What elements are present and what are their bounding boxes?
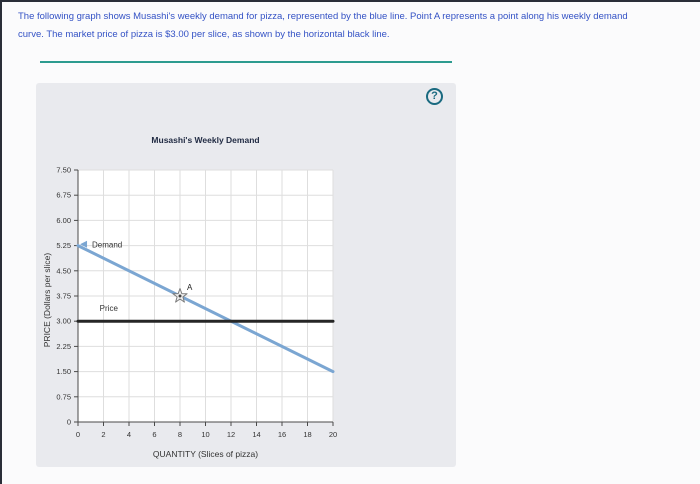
x-tick-label: 10 <box>201 430 209 439</box>
x-tick-label: 12 <box>227 430 235 439</box>
help-icon[interactable]: ? <box>426 88 443 105</box>
x-tick-label: 8 <box>178 430 182 439</box>
y-tick-label: 5.25 <box>56 241 71 250</box>
x-tick-label: 4 <box>127 430 131 439</box>
price-label: Price <box>100 304 119 313</box>
y-tick-label: 0 <box>67 418 71 427</box>
window-top-edge <box>0 0 700 2</box>
x-tick-label: 6 <box>152 430 156 439</box>
y-tick-label: 3.75 <box>56 292 71 301</box>
demand-line <box>76 244 335 374</box>
question-text: The following graph shows Musashi's week… <box>18 11 628 40</box>
x-tick-label: 18 <box>303 430 311 439</box>
graph-panel: ? Musashi's Weekly Demand 0 2 4 6 8 10 12 14 16 1… <box>36 83 456 467</box>
y-tick-label: 3.00 <box>56 317 71 326</box>
y-tick-label: 6.00 <box>56 216 71 225</box>
y-tick-label: 0.75 <box>56 392 71 401</box>
y-tick-label: 7.50 <box>56 166 71 175</box>
chart-svg: 0 2 4 6 8 10 12 14 16 18 20 0 0.75 1.50 2.25 3.00 3.75 4.… <box>56 166 337 440</box>
section-divider <box>40 61 452 63</box>
demand-label: Demand <box>92 240 122 249</box>
x-axis-label: QUANTITY (Slices of pizza) <box>152 449 259 459</box>
window-left-edge <box>0 0 2 484</box>
y-tick-label: 6.75 <box>56 191 71 200</box>
x-tick-label: 16 <box>278 430 286 439</box>
chart-title: Musashi's Weekly Demand <box>151 135 260 145</box>
point-A-center-dot <box>178 294 182 298</box>
y-tick-label: 1.50 <box>56 367 71 376</box>
x-tick-label: 2 <box>101 430 105 439</box>
y-tick-label: 2.25 <box>56 342 71 351</box>
y-tick-label: 4.50 <box>56 266 71 275</box>
x-tick-label: 14 <box>252 430 260 439</box>
x-tick-label: 20 <box>329 430 337 439</box>
y-axis-label: PRICE (Dollars per slice) <box>42 252 52 348</box>
point-A-label: A <box>187 283 193 292</box>
x-tick-label: 0 <box>76 430 80 439</box>
demand-label-arrow-icon <box>80 240 88 248</box>
